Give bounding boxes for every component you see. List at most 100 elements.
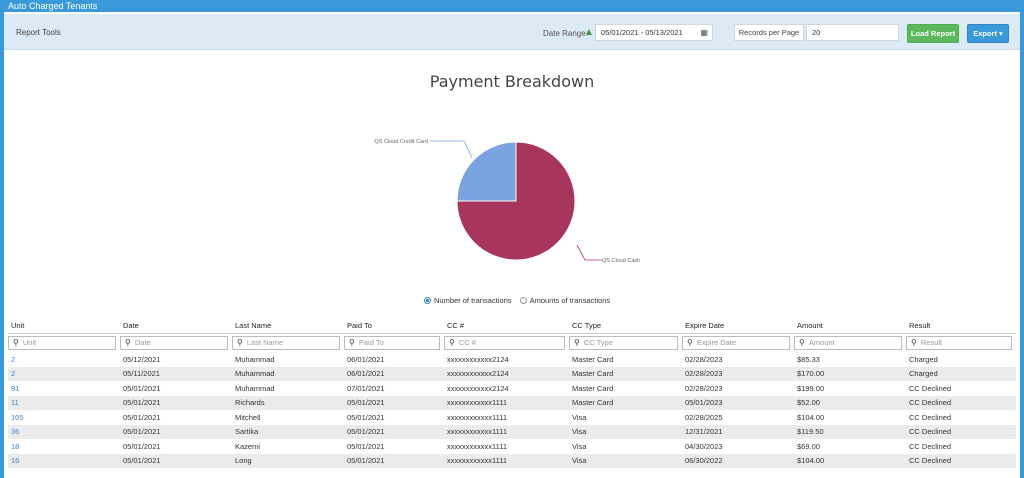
table-row[interactable]: 91 05/01/2021 Muhammad 07/01/2021 xxxxxxxxxx… bbox=[8, 381, 1016, 396]
window-title: Auto Charged Tenants bbox=[0, 0, 1024, 12]
table-row[interactable]: 36 05/01/2021 Sartika 05/01/2021 xxxxxxxxxxx… bbox=[8, 424, 1016, 439]
table-cell: Richards bbox=[232, 395, 344, 410]
records-per-page-input[interactable]: 20 bbox=[806, 24, 899, 41]
table-cell[interactable]: 16 bbox=[8, 453, 120, 468]
table-cell: CC Declined bbox=[906, 439, 1016, 454]
table-row[interactable]: 16 05/01/2021 Long 05/01/2021 xxxxxxxxxxxx11… bbox=[8, 453, 1016, 468]
table-cell: 05/01/2021 bbox=[120, 410, 232, 425]
table-row[interactable]: 18 05/01/2021 Kazemi 05/01/2021 xxxxxxxxxxxx… bbox=[8, 439, 1016, 454]
table-cell[interactable]: 105 bbox=[8, 410, 120, 425]
table-row[interactable]: 2 05/11/2021 Muhammad 06/01/2021 xxxxxxxxxxx… bbox=[8, 366, 1016, 381]
table-cell: xxxxxxxxxxxx1111 bbox=[444, 395, 569, 410]
table-cell: Muhammad bbox=[232, 352, 344, 367]
filter-row: ⚲ Unit ⚲ Date ⚲ Last Name ⚲ Paid To ⚲ CC # ⚲ CC Typ… bbox=[8, 333, 1016, 352]
table-row[interactable]: 2 05/12/2021 Muhammad 06/01/2021 xxxxxxxxxxx… bbox=[8, 352, 1016, 367]
table-cell: Sartika bbox=[232, 424, 344, 439]
column-filter-input[interactable]: ⚲ Amount bbox=[794, 335, 902, 350]
export-button[interactable]: Export ▾ bbox=[967, 24, 1009, 43]
table-cell: $52.00 bbox=[794, 395, 906, 410]
table-cell: 05/01/2021 bbox=[120, 395, 232, 410]
filter-cell: ⚲ Last Name bbox=[232, 333, 344, 352]
table-cell: 02/28/2023 bbox=[682, 366, 794, 381]
column-header[interactable]: Amount bbox=[794, 318, 906, 334]
radio-amounts-of-transactions[interactable]: Amounts of transactions bbox=[519, 296, 610, 305]
table-cell[interactable]: 91 bbox=[8, 381, 120, 396]
filter-cell: ⚲ Paid To bbox=[344, 333, 444, 352]
table-row[interactable]: 11 05/01/2021 Richards 05/01/2021 xxxxxxxxxx… bbox=[8, 395, 1016, 410]
table-cell: 05/01/2021 bbox=[344, 395, 444, 410]
table-cell: 02/28/2025 bbox=[682, 410, 794, 425]
column-filter-input[interactable]: ⚲ CC # bbox=[444, 335, 565, 350]
radio-number-label: Number of transactions bbox=[434, 296, 512, 305]
column-filter-input[interactable]: ⚲ Expire Date bbox=[682, 335, 790, 350]
date-range-input[interactable]: 05/01/2021 - 05/13/2021 ▦ bbox=[595, 24, 713, 41]
table-cell: 12/31/2021 bbox=[682, 424, 794, 439]
column-header[interactable]: Last Name bbox=[232, 318, 344, 334]
table-cell[interactable]: 2 bbox=[8, 366, 120, 381]
table-cell: $69.00 bbox=[794, 439, 906, 454]
table-cell[interactable]: 18 bbox=[8, 439, 120, 454]
column-filter-input[interactable]: ⚲ CC Type bbox=[569, 335, 678, 350]
column-header[interactable]: Expire Date bbox=[682, 318, 794, 334]
table-cell: CC Declined bbox=[906, 395, 1016, 410]
table-cell: 05/01/2021 bbox=[120, 453, 232, 468]
radio-unselected-icon[interactable] bbox=[519, 297, 527, 304]
table-cell[interactable]: 2 bbox=[8, 352, 120, 367]
chart-title: Payment Breakdown bbox=[429, 72, 595, 91]
column-header[interactable]: CC # bbox=[444, 318, 569, 334]
table-cell: $199.00 bbox=[794, 381, 906, 396]
filter-cell: ⚲ Amount bbox=[794, 333, 906, 352]
warning-icon: ▲ bbox=[584, 27, 594, 38]
table-cell: $85.33 bbox=[794, 352, 906, 367]
filter-placeholder: Amount bbox=[808, 337, 835, 347]
column-header[interactable]: Result bbox=[906, 318, 1016, 334]
table-cell: CC Declined bbox=[906, 381, 1016, 396]
column-filter-input[interactable]: ⚲ Last Name bbox=[232, 335, 340, 350]
radio-selected-icon[interactable] bbox=[424, 297, 431, 304]
column-filter-input[interactable]: ⚲ Paid To bbox=[344, 335, 440, 350]
table-header-row: Unit Date Last Name Paid To CC # CC Type Expir… bbox=[8, 318, 1016, 334]
table-cell: Long bbox=[232, 453, 344, 468]
table-cell: xxxxxxxxxxxx1111 bbox=[444, 439, 569, 454]
table-cell: Visa bbox=[569, 439, 682, 454]
filter-placeholder: Date bbox=[134, 337, 151, 347]
chart-mode-radios: Number of transactions Amounts of transa… bbox=[424, 296, 616, 305]
radio-number-of-transactions[interactable]: Number of transactions bbox=[424, 296, 512, 305]
column-filter-input[interactable]: ⚲ Result bbox=[906, 335, 1012, 350]
pie-slice[interactable] bbox=[456, 141, 517, 202]
table-cell: 05/01/2021 bbox=[120, 381, 232, 396]
column-header[interactable]: Paid To bbox=[344, 318, 444, 334]
filter-cell: ⚲ Result bbox=[906, 333, 1016, 352]
filter-cell: ⚲ CC # bbox=[444, 333, 569, 352]
load-report-button[interactable]: Load Report bbox=[907, 24, 959, 43]
column-header[interactable]: Unit bbox=[8, 318, 120, 334]
pie-label-connector bbox=[430, 140, 473, 159]
search-icon: ⚲ bbox=[911, 337, 917, 347]
table-cell: 06/30/2022 bbox=[682, 453, 794, 468]
column-header[interactable]: Date bbox=[120, 318, 232, 334]
filter-cell: ⚲ Date bbox=[120, 333, 232, 352]
date-range-label: Date Range: bbox=[543, 29, 588, 38]
table-cell: xxxxxxxxxxxx1111 bbox=[444, 453, 569, 468]
table-cell: Charged bbox=[906, 366, 1016, 381]
table-cell[interactable]: 36 bbox=[8, 424, 120, 439]
records-per-page-label: Records per Page bbox=[734, 24, 804, 41]
table-cell: 05/01/2021 bbox=[344, 453, 444, 468]
filter-placeholder: CC # bbox=[458, 337, 476, 347]
table-cell: CC Declined bbox=[906, 424, 1016, 439]
pie-slice-label: QS Cloud Credit Card bbox=[375, 139, 429, 145]
column-filter-input[interactable]: ⚲ Unit bbox=[8, 335, 116, 350]
table-cell: Muhammad bbox=[232, 366, 344, 381]
table-cell: $119.50 bbox=[794, 424, 906, 439]
filter-placeholder: Result bbox=[920, 337, 943, 347]
calendar-icon[interactable]: ▦ bbox=[700, 28, 708, 37]
column-header[interactable]: CC Type bbox=[569, 318, 682, 334]
table-cell[interactable]: 11 bbox=[8, 395, 120, 410]
table-cell: 05/12/2021 bbox=[120, 352, 232, 367]
column-filter-input[interactable]: ⚲ Date bbox=[120, 335, 228, 350]
pie-slice[interactable] bbox=[456, 141, 576, 261]
table-row[interactable]: 105 05/01/2021 Mitchell 05/01/2021 xxxxxxxxx… bbox=[8, 410, 1016, 425]
transactions-table: Unit Date Last Name Paid To CC # CC Type Expir… bbox=[8, 318, 1016, 468]
filter-placeholder: Last Name bbox=[246, 337, 284, 347]
search-icon: ⚲ bbox=[349, 337, 355, 347]
